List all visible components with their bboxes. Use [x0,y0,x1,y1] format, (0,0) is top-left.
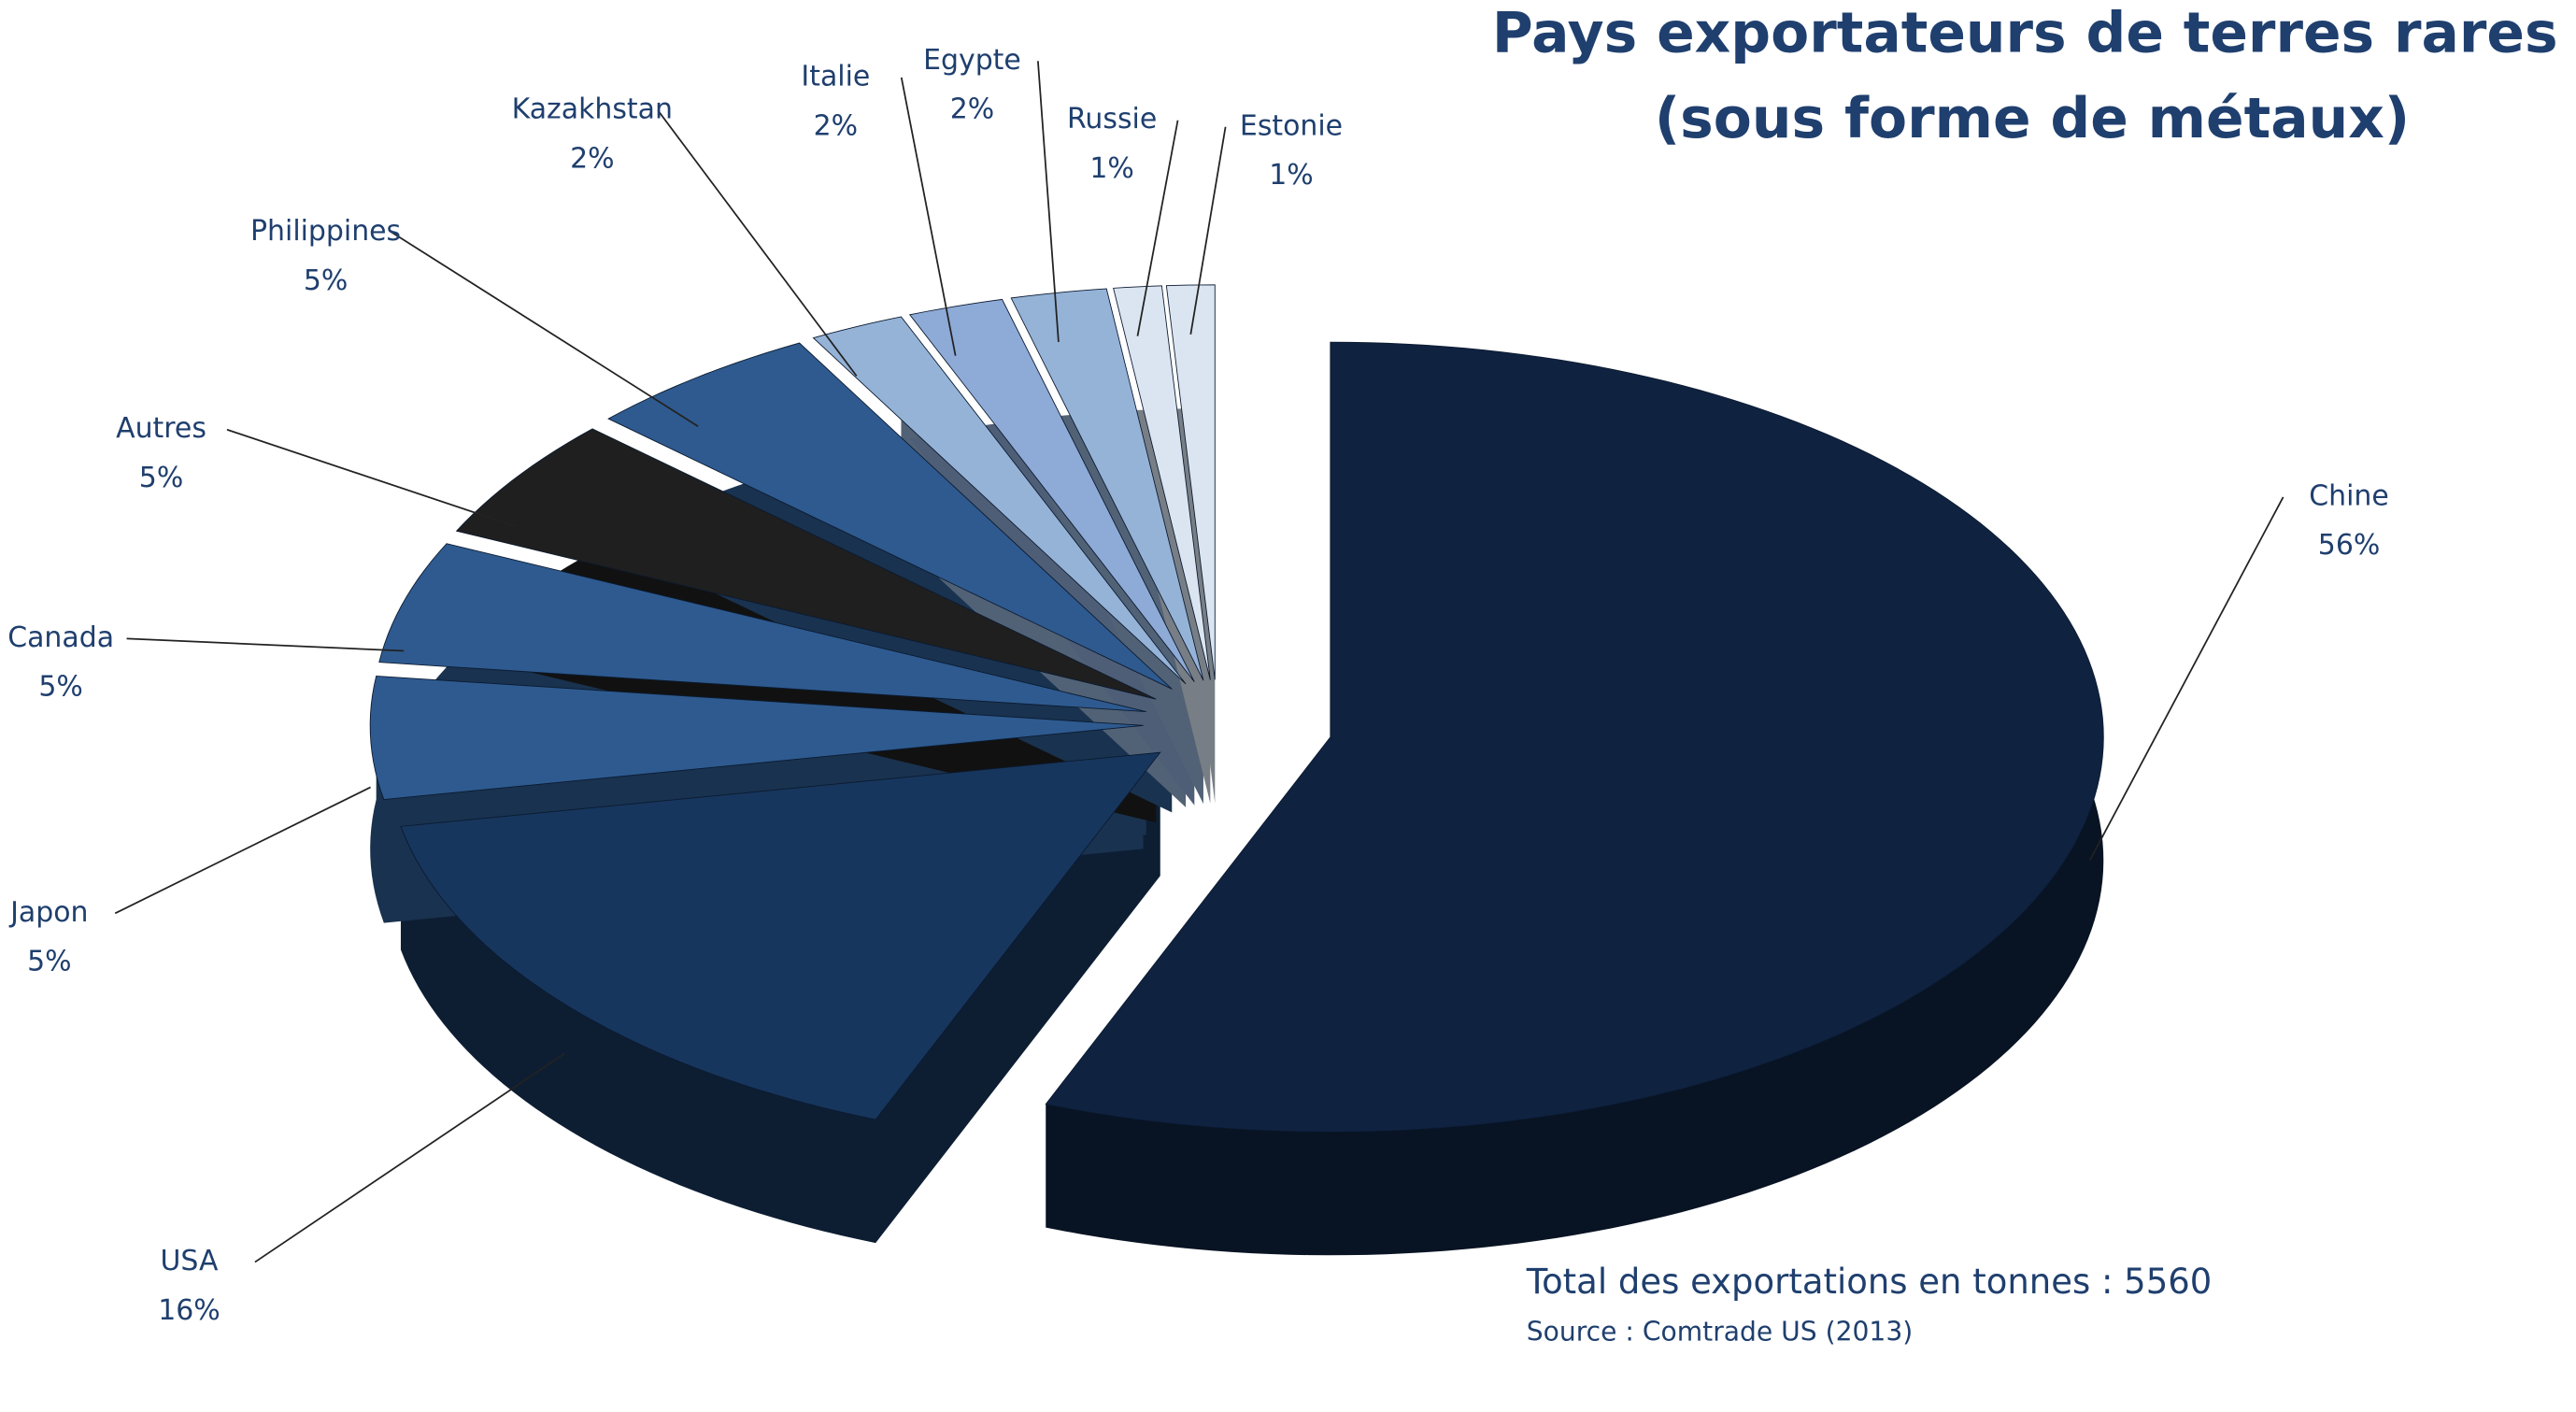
chart-subtitle: (sous forme de métaux) [1655,86,2410,151]
labels: Chine 56% USA 16% Japon 5% Canada 5% Autres 5% Phi… [7,44,2389,1327]
slice-label: Philippines [250,215,401,248]
leader-line [226,428,518,528]
slice [607,342,1173,690]
slice-label: Kazakhstan [512,93,673,126]
slice-value-label: 1% [1269,159,1313,192]
slice [400,751,1161,1120]
slice-tops [369,284,2104,1133]
slice [1113,285,1211,680]
slice-value-label: 2% [950,93,994,126]
slice-side [400,752,1160,1244]
slice-value-label: 1% [1089,152,1133,185]
leader-line [2088,496,2284,862]
source-note: Source : Comtrade US (2013) [1527,1316,1913,1347]
leader-line [391,231,699,428]
slice [1165,284,1216,680]
leader-line [126,637,405,652]
slice [908,298,1195,682]
leader-line [1189,126,1227,335]
leader-line [1136,120,1179,336]
slice-label: Estonie [1240,109,1343,142]
leader-line [1037,61,1060,343]
slice-value-label: 2% [814,109,858,142]
slice [812,316,1187,685]
total-note: Total des exportations en tonnes : 5560 [1526,1262,2213,1302]
slice-value-label: 5% [27,946,71,978]
slice-label: Russie [1067,103,1157,135]
leader-line [657,109,858,377]
slice [369,675,1144,801]
slice-label: Egypte [923,44,1021,77]
slice-value-label: 2% [570,143,614,176]
slice-label: USA [161,1245,219,1277]
leader-line [254,1052,565,1263]
slice-label: Canada [7,621,114,654]
slice [1010,288,1204,681]
slice-value-label: 5% [304,264,348,297]
slice-value-label: 16% [158,1294,220,1327]
slice [1045,341,2104,1133]
slice-value-label: 56% [2318,529,2380,562]
slice-label: Japon [8,896,88,929]
slice-value-label: 5% [139,462,183,494]
slice-label: Autres [116,412,206,445]
leader-line [114,786,371,915]
slice-value-label: 5% [38,671,82,704]
chart-title: Pays exportateurs de terres rares [1492,1,2558,66]
leader-line [900,77,957,356]
slice [378,543,1146,713]
slice-side [1046,342,2104,1256]
slice-label: Chine [2309,479,2389,512]
slice [455,428,1157,700]
slice-label: Italie [801,60,870,93]
